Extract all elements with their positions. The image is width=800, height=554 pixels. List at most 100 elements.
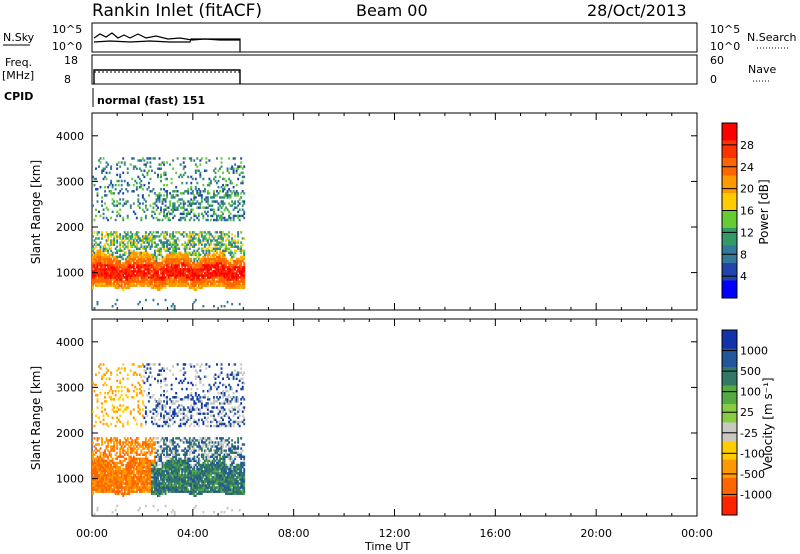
power-cell — [150, 261, 153, 265]
power-cell — [199, 274, 202, 277]
velocity-cell — [158, 453, 161, 456]
power-cell — [166, 249, 169, 253]
power-cell — [120, 239, 123, 242]
velocity-cell — [161, 469, 164, 473]
power-cell — [144, 255, 147, 259]
velocity-cell — [197, 478, 200, 481]
velocity-cell — [122, 377, 125, 381]
power-cell — [98, 159, 100, 162]
velocity-cell — [138, 506, 141, 510]
power-cell — [178, 261, 181, 265]
power-cell — [137, 280, 140, 283]
power-cell — [147, 253, 150, 257]
velocity-cell — [102, 414, 105, 417]
velocity-cell — [143, 488, 146, 491]
velocity-cell — [93, 488, 96, 491]
power-cell — [135, 188, 138, 191]
power-cell — [232, 157, 235, 160]
velocity-cell — [176, 471, 179, 475]
power-cell — [226, 261, 229, 265]
velocity-cell — [111, 488, 114, 491]
power-cell — [216, 272, 218, 275]
velocity-cell — [147, 400, 150, 403]
power-cell — [219, 270, 221, 273]
power-cell — [176, 284, 179, 287]
velocity-cell — [137, 476, 140, 479]
velocity-cell — [167, 482, 170, 485]
velocity-cell — [99, 461, 102, 465]
power-cell — [226, 286, 229, 289]
power-cell — [222, 196, 224, 199]
velocity-cell — [184, 422, 187, 426]
velocity-cell — [92, 486, 94, 489]
velocity-cell — [137, 471, 140, 475]
power-cell — [107, 263, 110, 267]
power-cell — [211, 255, 214, 259]
power-cell — [149, 247, 152, 250]
power-cell — [190, 233, 193, 236]
velocity-cell — [199, 459, 202, 463]
power-cell — [187, 204, 190, 207]
power-cell — [213, 274, 215, 277]
velocity-cell — [175, 447, 178, 450]
power-cell — [179, 251, 182, 255]
power-cell — [182, 272, 185, 275]
velocity-cell — [119, 449, 122, 452]
power-cell — [138, 239, 141, 242]
power-cell — [116, 179, 119, 183]
velocity-cell — [206, 453, 209, 456]
velocity-cell — [110, 398, 113, 401]
velocity-cell — [175, 377, 178, 381]
power-cell — [123, 282, 126, 285]
power-cell — [95, 278, 97, 281]
velocity-cell — [200, 486, 203, 489]
velocity-cell — [147, 474, 150, 477]
velocity-cell — [150, 451, 153, 454]
velocity-cell — [96, 488, 99, 491]
power-cell — [216, 157, 218, 160]
power-cell — [104, 263, 107, 267]
velocity-cell — [173, 396, 176, 399]
power-cell — [164, 270, 167, 273]
power-cell — [185, 247, 188, 250]
velocity-cell — [182, 478, 185, 481]
power-cell — [187, 188, 190, 191]
power-cell — [104, 247, 107, 250]
velocity-cell — [99, 469, 102, 473]
power-cell — [143, 241, 146, 244]
power-cell — [155, 272, 158, 275]
power-cell — [98, 282, 100, 285]
velocity-cell — [123, 471, 126, 475]
velocity-cell — [134, 385, 137, 389]
velocity-cell — [147, 482, 150, 485]
power-cell — [181, 284, 184, 287]
power-cell — [134, 276, 137, 279]
power-cell — [152, 237, 155, 240]
velocity-cell — [135, 422, 138, 426]
velocity-cell — [179, 463, 182, 467]
power-cell — [176, 157, 179, 160]
power-cell — [98, 210, 100, 214]
power-cell — [225, 179, 228, 183]
power-cell — [102, 265, 105, 269]
velocity-cell — [93, 486, 96, 489]
power-cell — [209, 233, 212, 236]
power-cell — [178, 274, 181, 277]
velocity-cell — [205, 490, 208, 493]
power-cell — [105, 276, 108, 279]
velocity-cell — [206, 482, 209, 485]
power-cell — [114, 257, 117, 261]
power-cell — [172, 282, 175, 285]
velocity-cell — [141, 457, 144, 461]
velocity-cell — [197, 484, 200, 487]
power-cell — [190, 157, 193, 160]
power-cell — [237, 245, 240, 248]
velocity-cell — [126, 478, 129, 481]
power-cell — [111, 274, 114, 277]
power-cell — [170, 245, 173, 248]
power-cell — [113, 204, 116, 207]
power-cell — [172, 257, 175, 261]
power-cell — [144, 265, 147, 269]
nsearch-tick-top: 10^5 — [710, 23, 740, 36]
velocity-cell — [203, 412, 206, 415]
